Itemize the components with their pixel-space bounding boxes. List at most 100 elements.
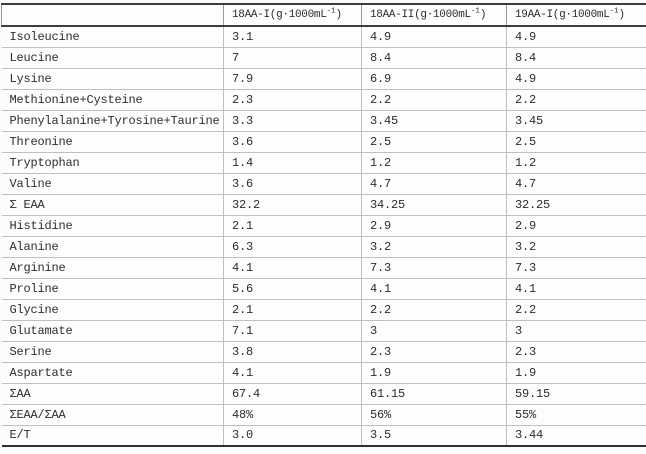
cell-value: 7 [223,46,362,68]
cell-value: 59.15 [506,382,646,404]
cell-value: 1.2 [361,151,507,173]
cell-value: 7.3 [506,256,646,278]
column-header-18aa-i: 18AA-I(g·1000mL-1) [223,3,362,27]
row-label: Threonine [1,130,224,152]
table-row: Isoleucine 3.1 4.9 4.9 [1,25,646,47]
cell-value: 2.2 [506,88,646,110]
cell-value: 3.2 [361,235,507,257]
cell-value: 61.15 [361,382,507,404]
cell-value: 2.3 [361,340,507,362]
column-header-19aa-i: 19AA-I(g·1000mL-1) [506,3,646,27]
cell-value: 2.5 [506,130,646,152]
row-label: Methionine+Cysteine [1,88,224,110]
row-label: Glycine [1,298,224,320]
cell-value: 2.1 [223,298,362,320]
table-row: Alanine 6.3 3.2 3.2 [1,235,646,257]
row-label: Isoleucine [1,25,224,47]
row-label: Lysine [1,67,224,89]
cell-value: 34.25 [361,193,507,215]
table-header: 18AA-I(g·1000mL-1) 18AA-II(g·1000mL-1) 1… [1,3,646,27]
unit-superscript: -1 [609,7,619,16]
cell-value: 4.7 [361,172,507,194]
table-row: Leucine 7 8.4 8.4 [1,46,646,68]
cell-value: 2.1 [223,214,362,236]
unit-superscript: -1 [470,7,480,16]
cell-value: 3.6 [223,130,362,152]
cell-value: 7.9 [223,67,362,89]
table-row: Methionine+Cysteine 2.3 2.2 2.2 [1,88,646,110]
column-header-text: 18AA-II(g·1000mL [370,9,471,21]
table-row: Glutamate 7.1 3 3 [1,319,646,341]
row-label: E/T [1,424,224,447]
row-label: Tryptophan [1,151,224,173]
table-row: Tryptophan 1.4 1.2 1.2 [1,151,646,173]
cell-value: 4.1 [223,361,362,383]
cell-value: 3.45 [361,109,507,131]
cell-value: 6.9 [361,67,507,89]
cell-value: 3.8 [223,340,362,362]
cell-value: 32.2 [223,193,362,215]
row-label: Valine [1,172,224,194]
table-row: Valine 3.6 4.7 4.7 [1,172,646,194]
cell-value: 3.44 [506,424,646,447]
cell-value: 1.9 [361,361,507,383]
unit-superscript: -1 [326,7,336,16]
row-label: Leucine [1,46,224,68]
cell-value: 4.1 [361,277,507,299]
cell-value: 4.9 [361,25,507,47]
cell-value: 5.6 [223,277,362,299]
cell-value: 2.5 [361,130,507,152]
cell-value: 2.2 [506,298,646,320]
cell-value: 4.9 [506,25,646,47]
cell-value: 3.5 [361,424,507,447]
cell-value: 67.4 [223,382,362,404]
table-row: Lysine 7.9 6.9 4.9 [1,67,646,89]
row-label: Serine [1,340,224,362]
table-row-sum-eaa: Σ EAA 32.2 34.25 32.25 [1,193,646,215]
row-label: Aspartate [1,361,224,383]
header-row: 18AA-I(g·1000mL-1) 18AA-II(g·1000mL-1) 1… [1,3,646,27]
cell-value: 2.3 [506,340,646,362]
table-row-et-ratio: E/T 3.0 3.5 3.44 [1,424,646,447]
row-label: Σ EAA [1,193,224,215]
table-row: Proline 5.6 4.1 4.1 [1,277,646,299]
cell-value: 3.0 [223,424,362,447]
cell-value: 3.6 [223,172,362,194]
table-row-sum-aa: ΣAA 67.4 61.15 59.15 [1,382,646,404]
column-header-suffix: ) [618,9,626,21]
cell-value: 3.45 [506,109,646,131]
row-label: ΣAA [1,382,224,404]
cell-value: 55% [506,403,646,425]
row-label: Histidine [1,214,224,236]
cell-value: 3.1 [223,25,362,47]
cell-value: 2.9 [361,214,507,236]
cell-value: 6.3 [223,235,362,257]
column-header-suffix: ) [335,9,343,21]
row-label: ΣEAA/ΣAA [1,403,224,425]
cell-value: 2.3 [223,88,362,110]
row-label: Arginine [1,256,224,278]
table-body: Isoleucine 3.1 4.9 4.9 Leucine 7 8.4 8.4… [1,25,646,447]
cell-value: 1.9 [506,361,646,383]
column-header-empty [1,3,224,27]
amino-acid-table: 18AA-I(g·1000mL-1) 18AA-II(g·1000mL-1) 1… [1,3,646,447]
cell-value: 4.9 [506,67,646,89]
cell-value: 3.3 [223,109,362,131]
table-row: Serine 3.8 2.3 2.3 [1,340,646,362]
table-row: Phenylalanine+Tyrosine+Taurine 3.3 3.45 … [1,109,646,131]
row-label: Proline [1,277,224,299]
cell-value: 56% [361,403,507,425]
cell-value: 4.1 [506,277,646,299]
table-row: Histidine 2.1 2.9 2.9 [1,214,646,236]
cell-value: 1.4 [223,151,362,173]
cell-value: 7.3 [361,256,507,278]
cell-value: 2.9 [506,214,646,236]
cell-value: 4.1 [223,256,362,278]
table-row: Glycine 2.1 2.2 2.2 [1,298,646,320]
cell-value: 7.1 [223,319,362,341]
cell-value: 2.2 [361,298,507,320]
cell-value: 32.25 [506,193,646,215]
table-row: Aspartate 4.1 1.9 1.9 [1,361,646,383]
cell-value: 2.2 [361,88,507,110]
